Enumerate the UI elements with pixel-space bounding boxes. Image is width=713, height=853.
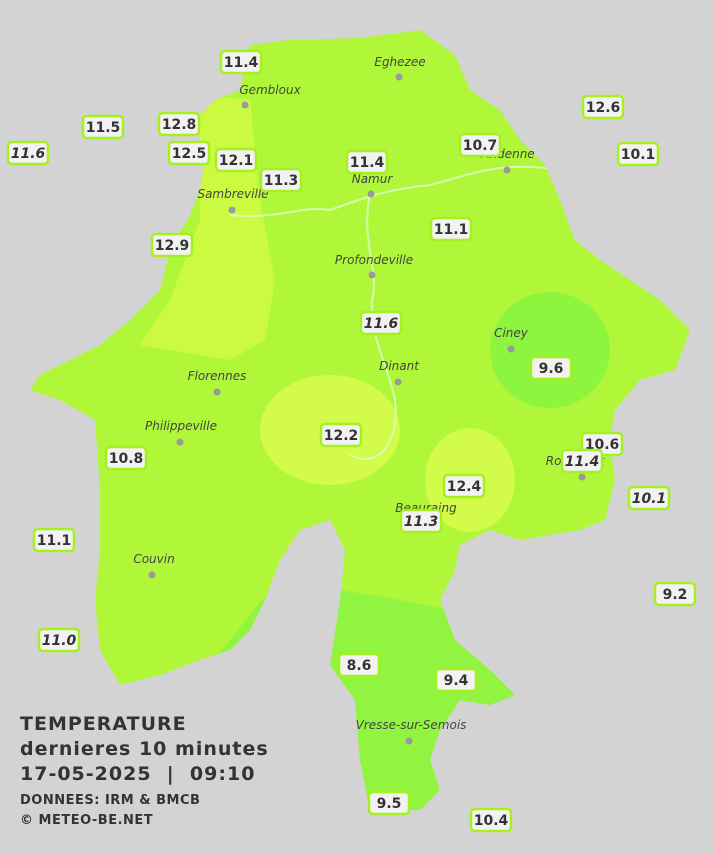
copyright: © METEO-BE.NET (20, 813, 153, 828)
station-box (469, 807, 513, 833)
station-box (104, 445, 148, 471)
station-value: 12.9 (155, 238, 190, 254)
city-dot (367, 190, 375, 198)
station-box (359, 310, 403, 336)
station-box (434, 667, 478, 693)
station-value: 10.4 (474, 813, 509, 829)
station-value: 10.8 (109, 451, 144, 467)
station-value: 12.5 (172, 146, 207, 162)
station-box (442, 473, 486, 499)
source: DONNEES: IRM & BMCB (20, 793, 200, 808)
city-dot (503, 166, 511, 174)
station-value: 11.6 (11, 146, 46, 162)
station-box (259, 167, 303, 193)
city-dot (368, 271, 376, 279)
station-box (429, 216, 473, 242)
station-value: 11.4 (350, 155, 385, 171)
station-box (32, 527, 76, 553)
city-dot (394, 378, 402, 386)
station-box (219, 49, 263, 75)
station-box (319, 422, 363, 448)
station-value: 12.1 (219, 153, 254, 169)
station-box (214, 147, 258, 173)
city-label: Couvin (133, 552, 174, 566)
city-label: Gembloux (239, 83, 301, 97)
station-box (627, 485, 671, 511)
station-box (529, 355, 573, 381)
station-box (616, 141, 660, 167)
city-label: Sambreville (197, 187, 268, 201)
city-label: Eghezee (374, 55, 425, 69)
station-value: 12.4 (447, 479, 482, 495)
station-value: 10.1 (632, 491, 667, 507)
station-value: 9.6 (539, 361, 564, 377)
station-box (167, 140, 211, 166)
station-value: 11.3 (264, 173, 299, 189)
city-label: Namur (352, 172, 394, 186)
station-value: 9.2 (663, 587, 688, 603)
station-value: 10.7 (463, 138, 498, 154)
timestamp: 17-05-2025 | 09:10 (20, 763, 255, 785)
station-box (367, 790, 411, 816)
station-value: 11.1 (37, 533, 72, 549)
city-dot (241, 101, 249, 109)
station-box (157, 111, 201, 137)
city-dot (228, 206, 236, 214)
station-value: 12.2 (324, 428, 359, 444)
city-dot (148, 571, 156, 579)
subtitle: dernieres 10 minutes (20, 738, 269, 760)
city-dot (395, 73, 403, 81)
station-box (345, 149, 389, 175)
title: TEMPERATURE (20, 713, 187, 735)
station-value: 11.6 (364, 316, 399, 332)
station-value: 11.4 (565, 454, 600, 470)
station-value: 12.8 (162, 117, 197, 133)
city-label: Philippeville (145, 419, 217, 433)
station-box (6, 140, 50, 166)
city-label: Dinant (379, 359, 420, 373)
station-value: 12.6 (586, 100, 621, 116)
city-label: Florennes (188, 369, 247, 383)
station-value: 9.4 (444, 673, 469, 689)
city-dot (405, 737, 413, 745)
station-box (458, 132, 502, 158)
station-box (150, 232, 194, 258)
zone-cool (490, 292, 610, 408)
city-label: Profondeville (335, 253, 413, 267)
station-box (653, 581, 697, 607)
station-value: 11.0 (42, 633, 77, 649)
city-dot (507, 345, 515, 353)
station-value: 11.3 (404, 514, 439, 530)
station-value: 11.4 (224, 55, 259, 71)
station-value: 9.5 (377, 796, 402, 812)
station-box (37, 627, 81, 653)
city-dot (578, 473, 586, 481)
city-dot (176, 438, 184, 446)
station-box (560, 448, 604, 474)
city-label: Ciney (494, 326, 529, 340)
station-box (337, 652, 381, 678)
station-value: 11.5 (86, 120, 121, 136)
river (229, 165, 561, 460)
station-value: 10.1 (621, 147, 656, 163)
city-label: Vresse-sur-Semois (356, 718, 467, 732)
station-value: 11.1 (434, 222, 469, 238)
station-value: 8.6 (347, 658, 372, 674)
station-box (81, 114, 125, 140)
station-box (399, 508, 443, 534)
city-dot (213, 388, 221, 396)
station-box (581, 94, 625, 120)
